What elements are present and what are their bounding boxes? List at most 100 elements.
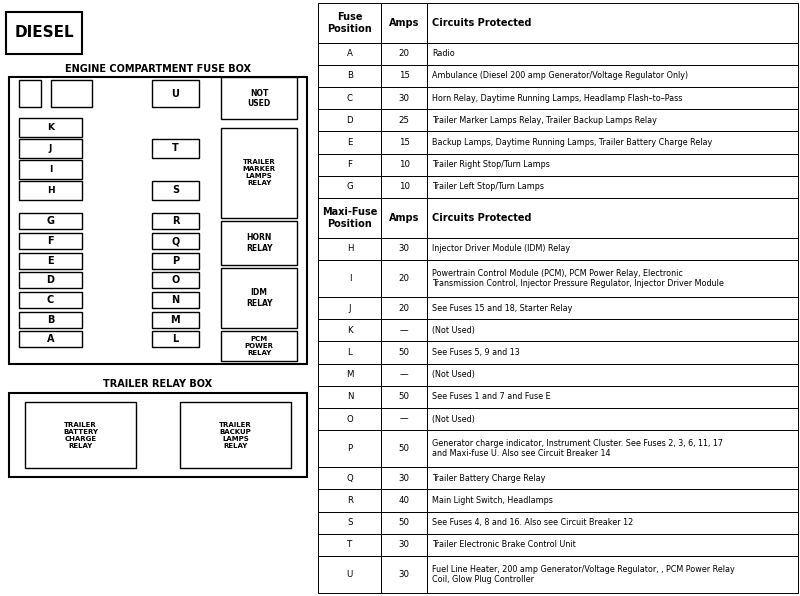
Text: K: K <box>47 123 54 132</box>
Text: Q: Q <box>171 236 179 246</box>
Bar <box>427 3 798 43</box>
Bar <box>19 80 41 107</box>
Text: U: U <box>171 89 179 99</box>
Text: 50: 50 <box>399 444 410 453</box>
Text: —: — <box>400 370 409 379</box>
Bar <box>427 198 798 238</box>
Text: Radio: Radio <box>432 49 455 58</box>
Text: 10: 10 <box>399 160 410 169</box>
Bar <box>19 272 82 288</box>
Text: 25: 25 <box>399 116 410 125</box>
Bar <box>10 393 306 477</box>
Text: (Not Used): (Not Used) <box>432 415 475 424</box>
Text: TRAILER RELAY BOX: TRAILER RELAY BOX <box>103 380 213 389</box>
Bar <box>382 43 427 65</box>
Text: —: — <box>400 415 409 424</box>
Text: See Fuses 15 and 18, Starter Relay: See Fuses 15 and 18, Starter Relay <box>432 303 573 312</box>
Text: Generator charge indicator, Instrument Cluster. See Fuses 2, 3, 6, 11, 17
and Ma: Generator charge indicator, Instrument C… <box>432 439 723 458</box>
Text: B: B <box>347 72 353 80</box>
Bar <box>10 77 306 364</box>
Text: 10: 10 <box>399 182 410 191</box>
Bar <box>152 253 199 269</box>
Text: U: U <box>346 570 353 579</box>
Text: 50: 50 <box>399 518 410 527</box>
Text: Fuel Line Heater, 200 amp Generator/Voltage Regulator, , PCM Power Relay
Coil, G: Fuel Line Heater, 200 amp Generator/Volt… <box>432 565 735 584</box>
Text: I: I <box>49 164 52 174</box>
Bar <box>382 109 427 132</box>
Bar <box>382 319 427 342</box>
Bar <box>382 198 427 238</box>
Text: H: H <box>346 244 353 253</box>
Text: S: S <box>347 518 353 527</box>
Bar <box>221 128 297 218</box>
Bar <box>19 292 82 308</box>
Text: See Fuses 1 and 7 and Fuse E: See Fuses 1 and 7 and Fuse E <box>432 392 550 401</box>
Text: M: M <box>346 370 354 379</box>
Text: See Fuses 4, 8 and 16. Also see Circuit Breaker 12: See Fuses 4, 8 and 16. Also see Circuit … <box>432 518 634 527</box>
Text: 50: 50 <box>399 348 410 357</box>
Bar <box>318 198 382 238</box>
Bar <box>427 176 798 198</box>
Text: 30: 30 <box>399 570 410 579</box>
Bar <box>152 292 199 308</box>
Bar <box>382 238 427 260</box>
Bar <box>221 268 297 328</box>
Bar <box>318 364 382 386</box>
Text: J: J <box>49 144 52 153</box>
Text: Maxi-Fuse
Position: Maxi-Fuse Position <box>322 207 378 229</box>
Bar <box>427 87 798 109</box>
Bar <box>318 65 382 87</box>
Text: DIESEL: DIESEL <box>14 25 74 41</box>
Text: T: T <box>172 144 178 153</box>
Bar <box>318 342 382 364</box>
Bar <box>427 386 798 408</box>
Bar <box>318 430 382 467</box>
Text: Horn Relay, Daytime Running Lamps, Headlamp Flash–to–Pass: Horn Relay, Daytime Running Lamps, Headl… <box>432 94 682 103</box>
Text: TRAILER
MARKER
LAMPS
RELAY: TRAILER MARKER LAMPS RELAY <box>242 159 276 187</box>
Bar <box>318 260 382 297</box>
Text: 50: 50 <box>399 392 410 401</box>
Text: 20: 20 <box>399 274 410 283</box>
Text: TRAILER
BACKUP
LAMPS
RELAY: TRAILER BACKUP LAMPS RELAY <box>219 421 252 449</box>
Bar <box>152 181 199 200</box>
Text: C: C <box>347 94 353 103</box>
Text: A: A <box>347 49 353 58</box>
Bar <box>318 132 382 154</box>
Bar <box>19 139 82 158</box>
Text: F: F <box>347 160 352 169</box>
Bar <box>152 213 199 229</box>
Bar <box>427 364 798 386</box>
Bar <box>427 238 798 260</box>
Bar <box>221 331 297 361</box>
Text: See Fuses 5, 9 and 13: See Fuses 5, 9 and 13 <box>432 348 520 357</box>
Text: 30: 30 <box>399 244 410 253</box>
Text: Q: Q <box>346 474 354 483</box>
Bar <box>152 312 199 328</box>
Bar <box>427 154 798 176</box>
Text: Ambulance (Diesel 200 amp Generator/Voltage Regulator Only): Ambulance (Diesel 200 amp Generator/Volt… <box>432 72 688 80</box>
Bar <box>382 297 427 319</box>
Bar <box>382 176 427 198</box>
Text: P: P <box>172 256 179 266</box>
Bar <box>382 511 427 534</box>
Text: Trailer Electronic Brake Control Unit: Trailer Electronic Brake Control Unit <box>432 541 576 550</box>
Bar <box>427 556 798 593</box>
Text: S: S <box>172 185 179 195</box>
Text: Trailer Right Stop/Turn Lamps: Trailer Right Stop/Turn Lamps <box>432 160 550 169</box>
Text: K: K <box>347 326 353 335</box>
Text: Fuse
Position: Fuse Position <box>327 12 372 33</box>
Bar <box>221 77 297 119</box>
Bar <box>427 534 798 556</box>
Text: D: D <box>46 275 54 285</box>
Bar <box>318 556 382 593</box>
Bar <box>427 132 798 154</box>
Text: M: M <box>170 315 180 325</box>
Text: (Not Used): (Not Used) <box>432 326 475 335</box>
Bar <box>427 408 798 430</box>
Text: Trailer Marker Lamps Relay, Trailer Backup Lamps Relay: Trailer Marker Lamps Relay, Trailer Back… <box>432 116 657 125</box>
Bar <box>318 176 382 198</box>
Bar <box>318 109 382 132</box>
Bar <box>382 3 427 43</box>
Bar <box>382 556 427 593</box>
Bar <box>19 181 82 200</box>
